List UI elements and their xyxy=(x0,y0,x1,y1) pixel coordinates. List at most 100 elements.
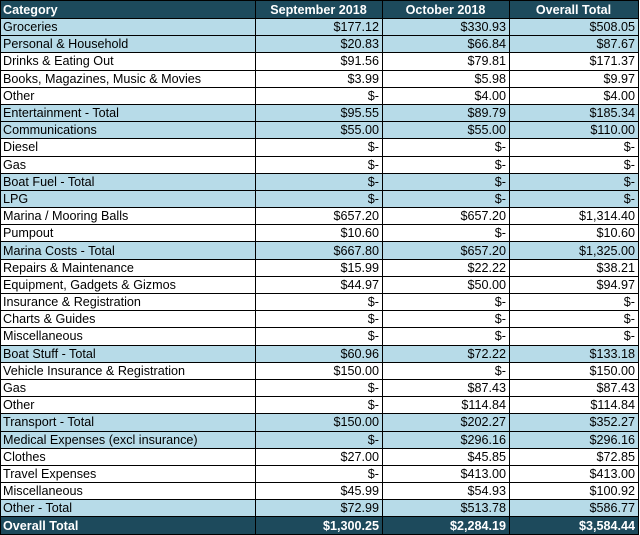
october-cell: $202.27 xyxy=(382,413,510,432)
category-cell: Other xyxy=(0,86,256,105)
category-cell: Repairs & Maintenance xyxy=(0,258,256,277)
overall-total-cell: $114.84 xyxy=(509,396,639,415)
october-cell: $- xyxy=(382,155,510,174)
september-cell: $- xyxy=(255,138,383,157)
category-cell: Insurance & Registration xyxy=(0,292,256,312)
overall-total-cell: $38.21 xyxy=(509,258,639,277)
september-cell: $20.83 xyxy=(255,35,383,54)
september-cell: $72.99 xyxy=(255,499,383,518)
october-cell: $296.16 xyxy=(382,430,510,449)
october-cell: $- xyxy=(382,224,510,243)
category-cell: Diesel xyxy=(0,138,256,157)
category-cell: Vehicle Insurance & Registration xyxy=(0,361,256,380)
september-cell: $- xyxy=(255,327,383,346)
overall-total-cell: $185.34 xyxy=(509,103,639,123)
september-cell: $60.96 xyxy=(255,344,383,363)
table-row: Drinks & Eating Out $91.56 $79.81 $171.37 xyxy=(0,52,639,71)
overall-total-cell: $413.00 xyxy=(509,464,639,484)
september-cell: $- xyxy=(255,292,383,312)
column-header-category: Category xyxy=(0,0,256,19)
october-cell: $- xyxy=(382,292,510,312)
overall-total-cell: $133.18 xyxy=(509,344,639,363)
overall-total-cell: $- xyxy=(509,155,639,174)
october-cell: $657.20 xyxy=(382,241,510,260)
september-cell: $150.00 xyxy=(255,361,383,380)
category-cell: Entertainment - Total xyxy=(0,103,256,123)
table-row: Insurance & Registration $- $- $- xyxy=(0,292,639,312)
table-row: Miscellaneous $- $- $- xyxy=(0,327,639,346)
october-cell: $- xyxy=(382,327,510,346)
category-cell: Transport - Total xyxy=(0,413,256,432)
category-cell: Personal & Household xyxy=(0,35,256,54)
category-cell: Charts & Guides xyxy=(0,310,256,329)
category-cell: Drinks & Eating Out xyxy=(0,52,256,71)
table-row: Miscellaneous $45.99 $54.93 $100.92 xyxy=(0,482,639,501)
overall-total-cell: $352.27 xyxy=(509,413,639,432)
category-cell: Communications xyxy=(0,121,256,140)
table-row: Entertainment - Total $95.55 $89.79 $185.34 xyxy=(0,103,639,123)
overall-total-cell: $508.05 xyxy=(509,17,639,37)
september-cell: $95.55 xyxy=(255,103,383,123)
october-cell: $22.22 xyxy=(382,258,510,277)
september-cell: $44.97 xyxy=(255,275,383,295)
september-cell: $15.99 xyxy=(255,258,383,277)
overall-total-cell: $110.00 xyxy=(509,121,639,140)
table-row: Travel Expenses $- $413.00 $413.00 xyxy=(0,464,639,484)
october-cell: $87.43 xyxy=(382,378,510,398)
september-cell: $- xyxy=(255,189,383,209)
table-row: Personal & Household $20.83 $66.84 $87.67 xyxy=(0,35,639,54)
october-cell: $513.78 xyxy=(382,499,510,518)
october-cell: $5.98 xyxy=(382,69,510,88)
overall-total-cell: $4.00 xyxy=(509,86,639,105)
october-cell: $79.81 xyxy=(382,52,510,71)
table-row: Charts & Guides $- $- $- xyxy=(0,310,639,329)
october-cell: $- xyxy=(382,172,510,191)
table-row: Other $- $4.00 $4.00 xyxy=(0,86,639,105)
column-header-october: October 2018 xyxy=(382,0,510,19)
september-cell: $10.60 xyxy=(255,224,383,243)
category-cell: Other xyxy=(0,396,256,415)
category-cell: Pumpout xyxy=(0,224,256,243)
table-row: Gas $- $87.43 $87.43 xyxy=(0,378,639,398)
category-cell: Medical Expenses (excl insurance) xyxy=(0,430,256,449)
footer-september-total: $1,300.25 xyxy=(255,516,383,535)
october-cell: $72.22 xyxy=(382,344,510,363)
overall-total-cell: $- xyxy=(509,138,639,157)
footer-overall-total: $3,584.44 xyxy=(509,516,639,535)
category-cell: Groceries xyxy=(0,17,256,37)
table-body: Groceries $177.12 $330.93 $508.05 Personal &… xyxy=(0,17,639,518)
overall-total-cell: $100.92 xyxy=(509,482,639,501)
overall-total-cell: $150.00 xyxy=(509,361,639,380)
category-cell: Boat Fuel - Total xyxy=(0,172,256,191)
overall-total-cell: $87.67 xyxy=(509,35,639,54)
table-row: Books, Magazines, Music & Movies $3.99 $5.… xyxy=(0,69,639,88)
october-cell: $413.00 xyxy=(382,464,510,484)
september-cell: $- xyxy=(255,172,383,191)
category-cell: Miscellaneous xyxy=(0,482,256,501)
table-row: Equipment, Gadgets & Gizmos $44.97 $50.00 $… xyxy=(0,275,639,295)
overall-total-cell: $171.37 xyxy=(509,52,639,71)
september-cell: $45.99 xyxy=(255,482,383,501)
september-cell: $657.20 xyxy=(255,207,383,226)
table-row: Boat Fuel - Total $- $- $- xyxy=(0,172,639,191)
table-row: Medical Expenses (excl insurance) $- $296.… xyxy=(0,430,639,449)
overall-total-cell: $- xyxy=(509,310,639,329)
overall-total-cell: $- xyxy=(509,189,639,209)
october-cell: $4.00 xyxy=(382,86,510,105)
september-cell: $- xyxy=(255,396,383,415)
category-cell: Boat Stuff - Total xyxy=(0,344,256,363)
september-cell: $- xyxy=(255,378,383,398)
category-cell: Marina / Mooring Balls xyxy=(0,207,256,226)
overall-total-cell: $- xyxy=(509,292,639,312)
september-cell: $177.12 xyxy=(255,17,383,37)
category-cell: Miscellaneous xyxy=(0,327,256,346)
category-cell: Other - Total xyxy=(0,499,256,518)
october-cell: $54.93 xyxy=(382,482,510,501)
october-cell: $- xyxy=(382,310,510,329)
footer-october-total: $2,284.19 xyxy=(382,516,510,535)
overall-total-cell: $1,314.40 xyxy=(509,207,639,226)
table-row: LPG $- $- $- xyxy=(0,189,639,209)
september-cell: $- xyxy=(255,86,383,105)
table-row: Other - Total $72.99 $513.78 $586.77 xyxy=(0,499,639,518)
